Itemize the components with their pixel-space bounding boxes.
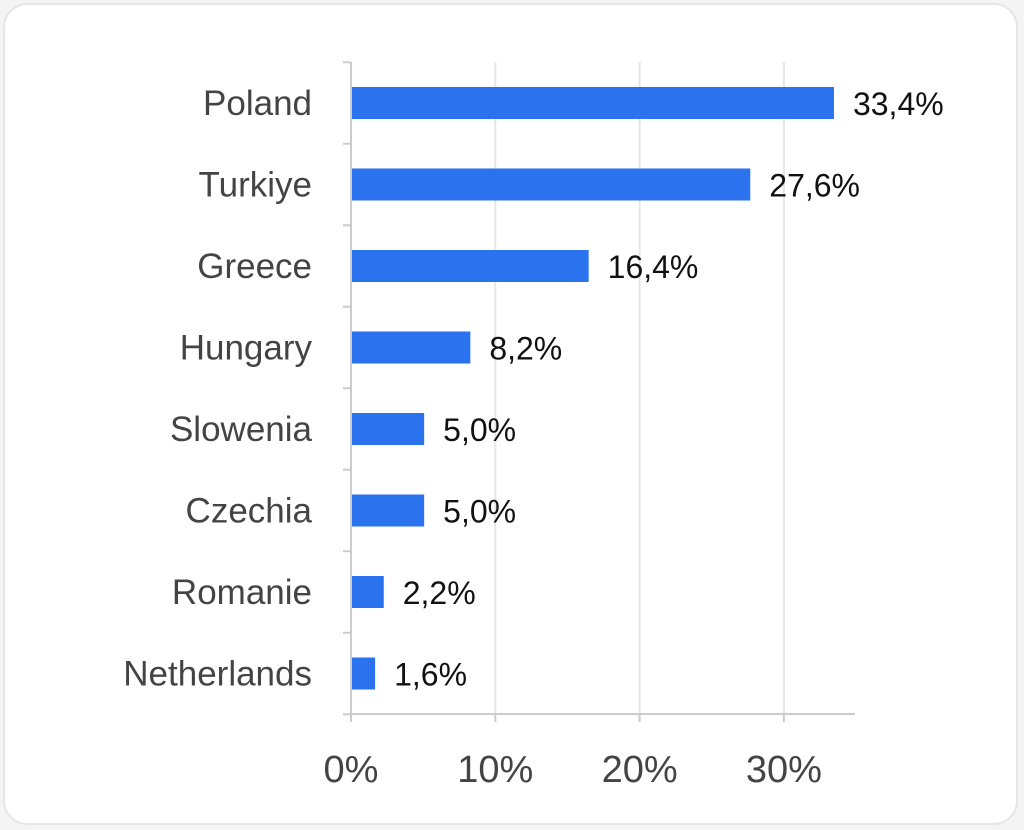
bar-poland	[352, 87, 834, 119]
bar-czechia	[352, 494, 425, 527]
bar-romanie	[352, 576, 384, 608]
value-label: 2,2%	[403, 575, 476, 611]
category-label: Greece	[197, 247, 312, 286]
value-label: 8,2%	[489, 331, 562, 367]
x-tick-label: 10%	[457, 749, 533, 791]
value-labels: 33,4% 27,6% 16,4% 8,2% 5,0% 5,0% 2,2% 1,6%	[394, 86, 944, 693]
category-label: Netherlands	[123, 655, 312, 694]
category-label: Slowenia	[170, 410, 313, 449]
category-label: Czechia	[186, 492, 313, 531]
value-label: 5,0%	[443, 412, 516, 448]
bar-turkiye	[352, 168, 751, 201]
x-tick-label: 0%	[324, 749, 379, 791]
value-label: 5,0%	[443, 494, 516, 530]
category-label: Romanie	[172, 573, 312, 612]
bar-slowenia	[352, 413, 425, 445]
bars	[352, 87, 834, 690]
value-label: 16,4%	[608, 249, 699, 285]
bar-netherlands	[352, 657, 376, 690]
x-tick-label: 20%	[602, 749, 678, 791]
x-tick-labels: 0% 10% 20% 30%	[324, 749, 822, 791]
value-label: 1,6%	[394, 657, 467, 693]
category-label: Hungary	[180, 329, 313, 368]
chart-card	[3, 3, 1018, 825]
x-tick-label: 30%	[746, 749, 822, 791]
value-label: 33,4%	[853, 86, 944, 122]
value-label: 27,6%	[769, 168, 860, 204]
category-label: Turkiye	[199, 166, 312, 205]
axes	[343, 61, 855, 722]
category-labels: Poland Turkiye Greece Hungary Slowenia Czechi…	[123, 84, 312, 694]
category-label: Poland	[203, 84, 312, 123]
grid-lines	[494, 62, 785, 714]
bar-greece	[352, 250, 589, 282]
bar-hungary	[352, 331, 471, 364]
